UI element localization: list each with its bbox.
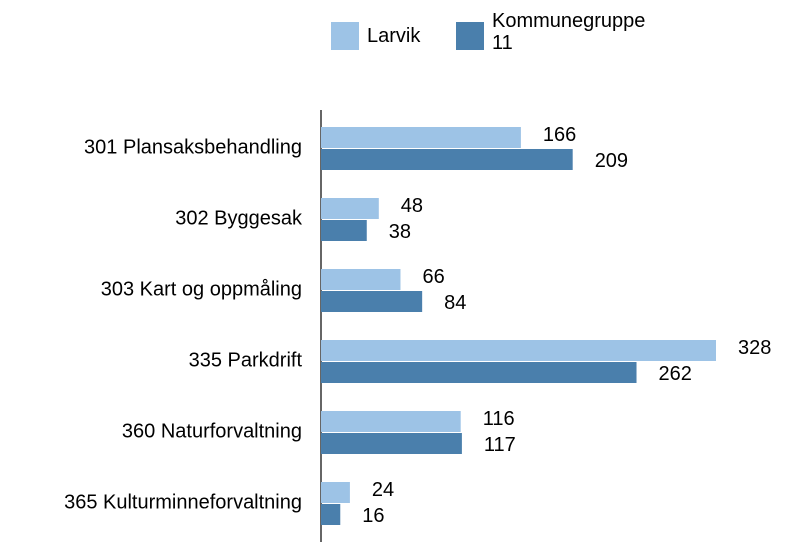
- legend-swatch: [456, 22, 484, 50]
- value-label: 328: [738, 337, 771, 359]
- value-label: 116: [483, 408, 515, 430]
- bar: [321, 411, 461, 432]
- value-label: 262: [659, 363, 692, 385]
- bar: [321, 291, 423, 312]
- y-tick-label: 303 Kart og oppmåling: [101, 278, 302, 300]
- bar: [321, 127, 521, 148]
- value-label: 38: [389, 221, 411, 243]
- bar: [321, 482, 350, 503]
- y-tick-label: 365 Kulturminneforvaltning: [64, 491, 302, 513]
- y-tick-label: 360 Naturforvaltning: [122, 420, 302, 442]
- legend-item: Kommunegruppe 11: [456, 10, 656, 54]
- value-label: 84: [444, 292, 466, 314]
- value-label: 24: [372, 479, 394, 501]
- value-label: 66: [422, 266, 444, 288]
- bar: [321, 149, 573, 170]
- y-tick-label: 335 Parkdrift: [189, 349, 303, 371]
- legend-label: Larvik: [367, 25, 421, 47]
- y-tick-label: 302 Byggesak: [175, 207, 303, 229]
- value-label: 117: [484, 434, 516, 456]
- legend-swatch: [331, 22, 359, 50]
- value-label: 16: [362, 505, 384, 527]
- bar: [321, 362, 637, 383]
- bar: [321, 198, 379, 219]
- value-label: 209: [595, 150, 628, 172]
- bar: [321, 220, 367, 241]
- value-label: 48: [401, 195, 423, 217]
- y-tick-label: 301 Plansaksbehandling: [84, 136, 302, 158]
- legend-label: Kommunegruppe 11: [492, 10, 646, 54]
- value-label: 166: [543, 124, 576, 146]
- bar: [321, 433, 462, 454]
- legend-item: Larvik: [331, 16, 420, 50]
- bar: [321, 504, 341, 525]
- bar: [321, 340, 716, 361]
- bar: [321, 269, 401, 290]
